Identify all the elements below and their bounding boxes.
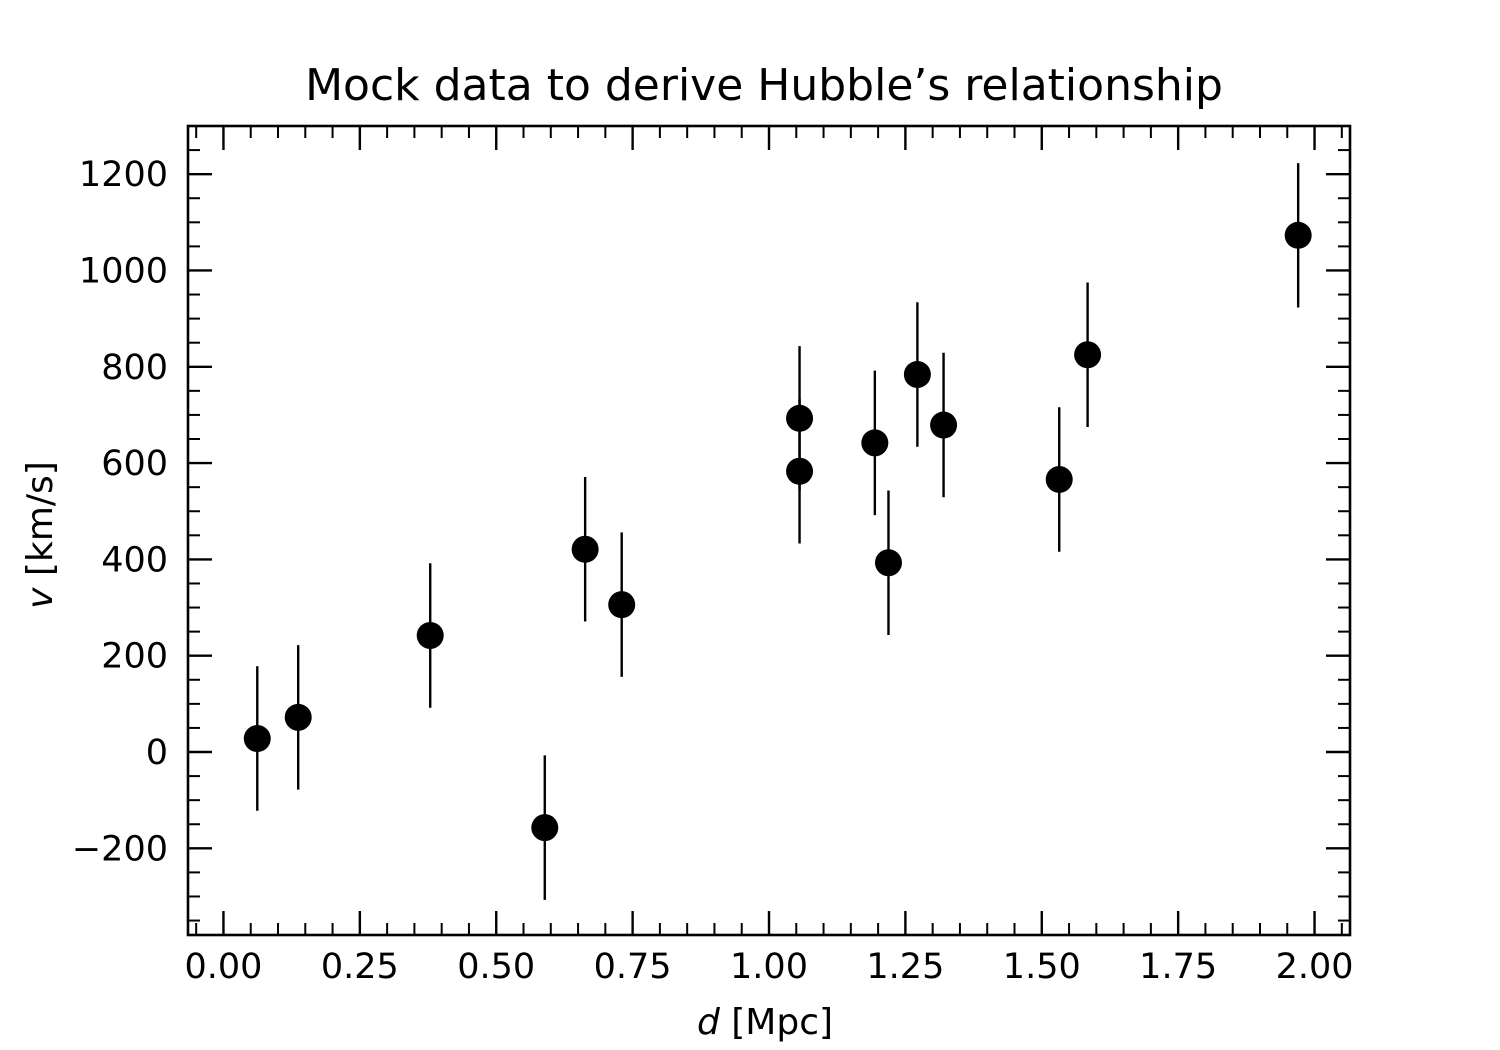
y-axis-variable: v (20, 587, 61, 609)
y-tick-label: 1000 (79, 251, 168, 291)
plot-frame (186, 124, 1352, 937)
data-point (1045, 465, 1073, 493)
data-point (608, 591, 636, 619)
x-tick-label: 1.00 (730, 947, 808, 987)
data-point (531, 814, 559, 842)
y-tick-label: 400 (101, 540, 168, 580)
x-tick-label: 1.75 (1139, 947, 1217, 987)
y-tick-label: 800 (101, 348, 168, 388)
data-point (874, 549, 902, 577)
data-point (284, 703, 312, 731)
data-point (786, 457, 814, 485)
axis-ticks (188, 125, 1350, 935)
x-axis-variable: d (697, 1002, 721, 1043)
x-tick-label: 1.50 (1003, 947, 1081, 987)
data-point (861, 429, 889, 457)
chart-title: Mock data to derive Hubble’s relationshi… (305, 60, 1223, 111)
y-tick-label: 0 (146, 733, 168, 773)
y-tick-label: −200 (72, 829, 168, 869)
error-bars (256, 163, 1300, 900)
data-point (243, 725, 271, 753)
data-point (930, 411, 958, 439)
x-tick-label: 1.25 (866, 947, 944, 987)
x-tick-label: 0.75 (594, 947, 672, 987)
y-tick-labels: −200 0 200 400 600 800 1000 1200 (72, 155, 168, 869)
y-tick-label: 200 (101, 637, 168, 677)
x-tick-labels: 0.00 0.25 0.50 0.75 1.00 1.25 1.50 1.75 2.00 (184, 947, 1353, 987)
data-point (1284, 221, 1312, 249)
y-tick-label: 1200 (79, 155, 168, 195)
x-tick-label: 0.25 (321, 947, 399, 987)
data-point (903, 360, 931, 388)
data-point (786, 404, 814, 432)
x-tick-label: 0.00 (184, 947, 262, 987)
data-point (571, 535, 599, 563)
x-axis-label: d [Mpc] (697, 1002, 833, 1043)
x-tick-label: 0.50 (457, 947, 535, 987)
y-tick-label: 600 (101, 444, 168, 484)
x-axis-unit: [Mpc] (720, 1002, 833, 1043)
data-point (416, 621, 444, 649)
x-tick-label: 2.00 (1276, 947, 1354, 987)
data-points (243, 221, 1312, 842)
y-axis-unit: [km/s] (20, 461, 61, 587)
data-point (1074, 341, 1102, 369)
y-axis-label: v [km/s] (20, 461, 61, 609)
